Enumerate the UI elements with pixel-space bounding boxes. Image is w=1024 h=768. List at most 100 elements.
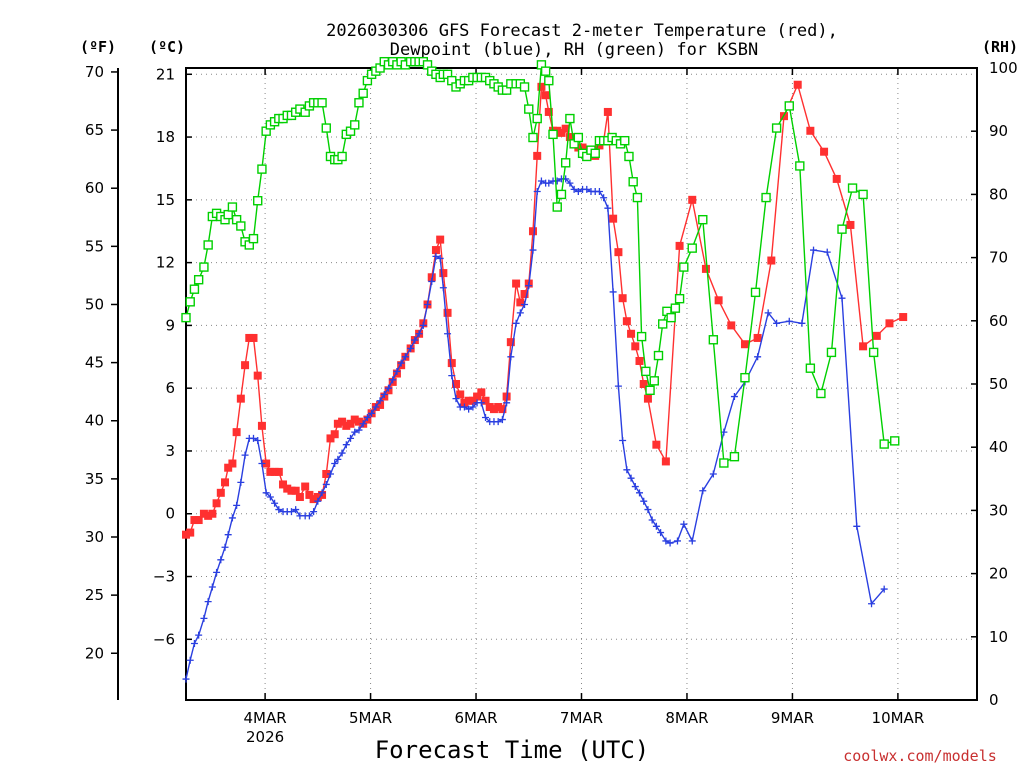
temperature-point: [253, 371, 262, 380]
dewpoint-point: [631, 483, 639, 491]
temperature-point: [212, 499, 221, 508]
dewpoint-point: [393, 367, 401, 375]
dewpoint-point: [428, 277, 436, 285]
temperature-point: [274, 467, 283, 476]
tick-labels: 20 25 30 35 40 45 50 55 60 65 70 −6 −3 0 3 6 9 12 15 18 21 0 1…: [85, 59, 1018, 746]
dewpoint-point: [224, 531, 232, 539]
temperature-point: [533, 151, 542, 160]
x-axis-label: Forecast Time (UTC): [375, 736, 650, 764]
rh-point: [636, 331, 647, 342]
temperature-point: [301, 482, 310, 491]
temperature-point: [245, 333, 254, 342]
x-tick-label: 8MAR: [665, 709, 708, 727]
rh-point: [253, 196, 263, 206]
rh-point: [771, 123, 782, 133]
rh-point: [573, 132, 584, 143]
celsius-tick-label: −6: [153, 630, 175, 648]
dewpoint-point: [359, 420, 367, 428]
dewpoint-point: [411, 336, 419, 344]
dewpoint-point: [208, 583, 216, 591]
rh-point: [653, 350, 664, 361]
dewpoint-point: [477, 399, 485, 407]
rh-point: [795, 161, 805, 171]
temperature-point: [832, 174, 841, 183]
temperature-point: [506, 338, 515, 347]
dewpoint-point: [355, 426, 363, 434]
temperature-point: [885, 319, 894, 328]
temperature-point: [204, 511, 213, 520]
dewpoint-point: [868, 600, 876, 608]
temperature-point: [767, 256, 776, 265]
dewpoint-point: [217, 556, 225, 564]
temperature-point: [806, 126, 815, 135]
dewpoint-point: [460, 403, 468, 411]
rh-point: [858, 189, 868, 200]
dewpoint-point: [182, 675, 190, 683]
temperature-point: [279, 480, 288, 489]
celsius-tick-label: 21: [156, 65, 175, 83]
rh-point: [628, 177, 638, 187]
rh-point: [624, 151, 634, 162]
dewpoint-point: [407, 344, 415, 352]
dewpoint-point: [465, 405, 473, 413]
dewpoint-point: [482, 413, 490, 421]
rh-point: [337, 151, 347, 162]
rh-point: [837, 224, 847, 234]
temperature-point: [208, 509, 217, 518]
temperature-point: [578, 143, 587, 152]
dewpoint-point: [709, 470, 717, 478]
dewpoint-point: [228, 514, 236, 522]
celsius-tick-label: 15: [156, 191, 175, 209]
temperature-point: [257, 421, 266, 430]
rh-point: [227, 202, 238, 212]
rh-point: [658, 319, 668, 329]
dewpoint-point: [688, 537, 696, 545]
dewpoint-point: [545, 179, 553, 187]
temperature-point: [338, 417, 347, 426]
dewpoint-point: [275, 506, 283, 514]
temperature-point: [241, 361, 250, 370]
dewpoint-point: [221, 543, 229, 551]
temperature-point: [354, 417, 363, 426]
temperature-point: [456, 390, 465, 399]
dewpoint-point: [494, 418, 502, 426]
dewpoint-point: [372, 403, 380, 411]
dewpoint-point: [662, 537, 670, 545]
dewpoint-point: [419, 321, 427, 329]
dewpoint-point: [380, 390, 388, 398]
temperature-point: [622, 317, 631, 326]
temperature-point: [236, 394, 245, 403]
dewpoint-point: [363, 413, 371, 421]
dewpoint-point: [699, 487, 707, 495]
dewpoint-point: [525, 282, 533, 290]
temperature-point: [346, 419, 355, 428]
temperature-point: [216, 488, 225, 497]
temperature-point: [249, 333, 258, 342]
rh-tick-label: 90: [989, 122, 1008, 140]
temperature-point: [322, 469, 331, 478]
rh-point: [540, 66, 551, 76]
temperature-point: [460, 398, 469, 407]
temperature-point: [872, 331, 881, 340]
rh-point: [708, 335, 719, 345]
dewpoint-point: [798, 319, 806, 327]
temperature-point: [701, 264, 710, 273]
dewpoint-point: [627, 474, 635, 482]
rh-point: [203, 240, 213, 250]
temperature-point: [557, 128, 566, 137]
rh-point: [236, 221, 246, 231]
dewpoint-point: [384, 384, 392, 392]
x-tick-label: 9MAR: [771, 709, 814, 727]
rh-point: [641, 366, 651, 377]
dewpoint-point: [507, 353, 515, 361]
rh-point: [674, 293, 685, 304]
temperature-point: [194, 516, 203, 525]
temperature-point: [473, 392, 482, 401]
temperature-point: [595, 141, 604, 150]
dewpoint-point: [258, 460, 266, 468]
temperature-point: [652, 440, 661, 449]
dewpoint-point: [529, 246, 537, 254]
dewpoint-point: [213, 568, 221, 576]
rh-point: [248, 233, 259, 244]
